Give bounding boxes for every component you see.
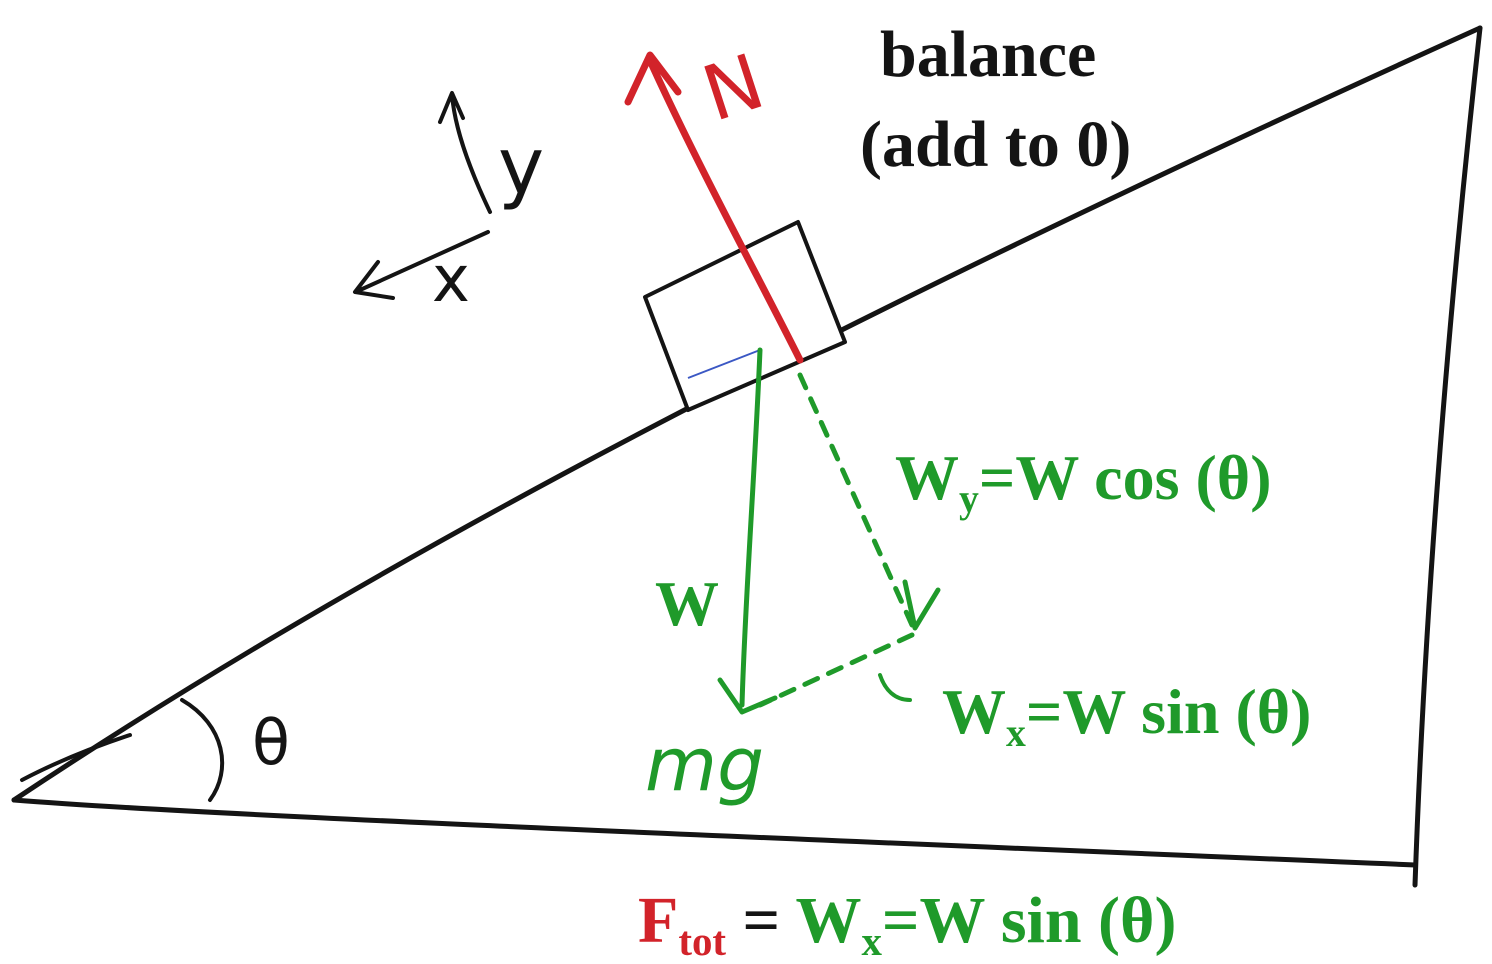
wy-subscript: y [959,476,979,521]
angle-arc [180,698,225,802]
ftot-subscript: tot [678,919,727,964]
incline-hypotenuse [11,25,1483,803]
ftot-wx-expression: =W sin (θ) [881,884,1177,957]
wy-expression: =W cos (θ) [978,442,1272,513]
x-axis-arrow [353,230,490,300]
incline-base [11,797,1418,868]
y-axis-arrow [438,91,492,214]
x-axis-label: x [432,243,470,317]
block-bottom-highlight [687,349,761,379]
wy-component-arrow [797,372,915,628]
y-axis-label: y [498,122,545,212]
balance-title: balance [880,18,1097,91]
wy-equation: Wy=W cos (θ) [895,446,1272,519]
ftot-wx-symbol: W [795,884,862,957]
wy-symbol: W [895,442,959,513]
incline-right-side [1412,25,1483,888]
theta-label: θ [252,706,290,779]
balance-subtitle: (add to 0) [860,108,1132,181]
incline-tip-stroke [20,733,132,782]
wx-component-arrow [757,632,915,708]
wx-equation: Wx=W sin (θ) [942,680,1311,753]
weight-label: W [655,568,719,639]
ftot-equals: = [726,884,796,957]
wx-subscript: x [1006,710,1026,755]
wx-leader-stroke [878,673,912,702]
weight-arrow [717,347,778,715]
ftot-symbol: F [638,884,679,957]
normal-force-arrow [624,51,804,364]
ftot-equation: Ftot = Wx=W sin (θ) [638,888,1176,963]
ftot-wx-subscript: x [861,919,882,964]
wy-arrowhead [902,579,941,631]
mg-label: mg [645,722,765,808]
wx-symbol: W [942,676,1006,747]
block [643,220,847,412]
wx-expression: =W sin (θ) [1025,676,1312,747]
